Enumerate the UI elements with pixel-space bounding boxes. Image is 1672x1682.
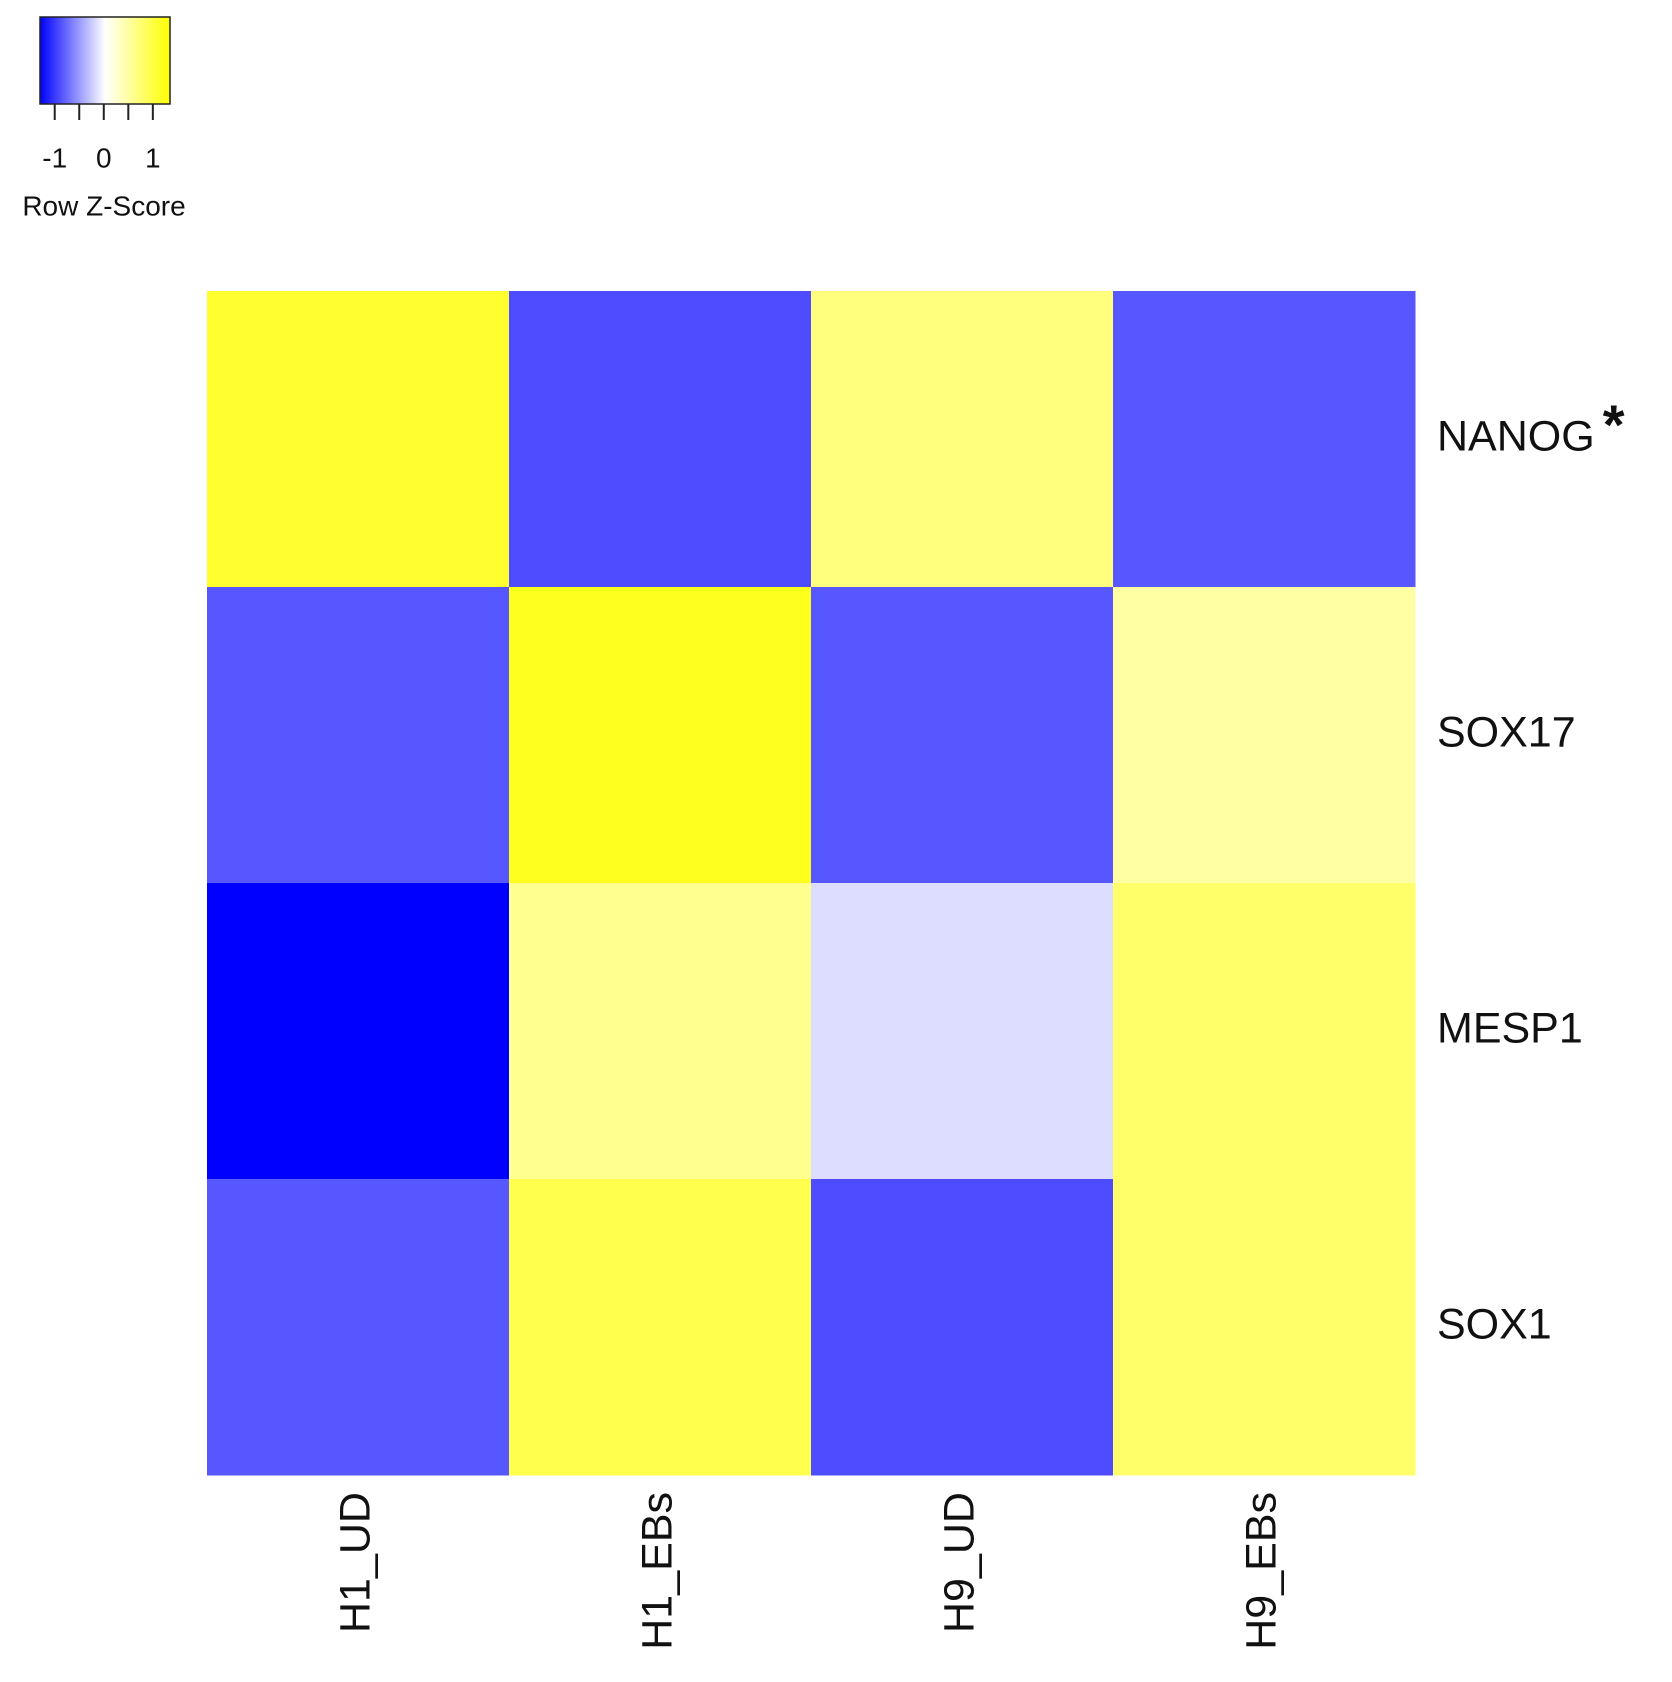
heatmap-cell — [811, 587, 1114, 884]
heatmap-cell — [811, 1179, 1114, 1476]
heatmap-cell — [811, 291, 1114, 588]
annotation: * — [1603, 393, 1625, 456]
heatmap-cell — [509, 1179, 812, 1476]
heatmap-cell — [509, 587, 812, 884]
column-label: H1_UD — [331, 1492, 379, 1633]
key-tick-label: 0 — [96, 142, 112, 173]
heatmap-cell — [207, 587, 510, 884]
row-label: MESP1 — [1437, 1004, 1583, 1052]
heatmap-cell — [207, 291, 510, 588]
heatmap-cell — [1113, 587, 1416, 884]
heatmap-cell — [1113, 291, 1416, 588]
row-label: SOX1 — [1437, 1300, 1552, 1348]
key-tick-label: -1 — [42, 142, 67, 173]
heatmap-cell — [509, 883, 812, 1180]
heatmap-cell — [1113, 883, 1416, 1180]
heatmap-cell — [509, 291, 812, 588]
row-label: NANOG — [1437, 412, 1595, 460]
key-tick-label: 1 — [145, 142, 161, 173]
heatmap-cell — [207, 883, 510, 1180]
color-key — [39, 16, 171, 105]
heatmap-cell — [1113, 1179, 1416, 1476]
color-key-title: Row Z-Score — [22, 190, 185, 221]
column-label: H9_UD — [935, 1492, 983, 1633]
row-label: SOX17 — [1437, 708, 1576, 756]
column-label: H1_EBs — [633, 1492, 681, 1650]
heatmap-cell — [811, 883, 1114, 1180]
column-label: H9_EBs — [1237, 1492, 1285, 1650]
heatmap-cell — [207, 1179, 510, 1476]
